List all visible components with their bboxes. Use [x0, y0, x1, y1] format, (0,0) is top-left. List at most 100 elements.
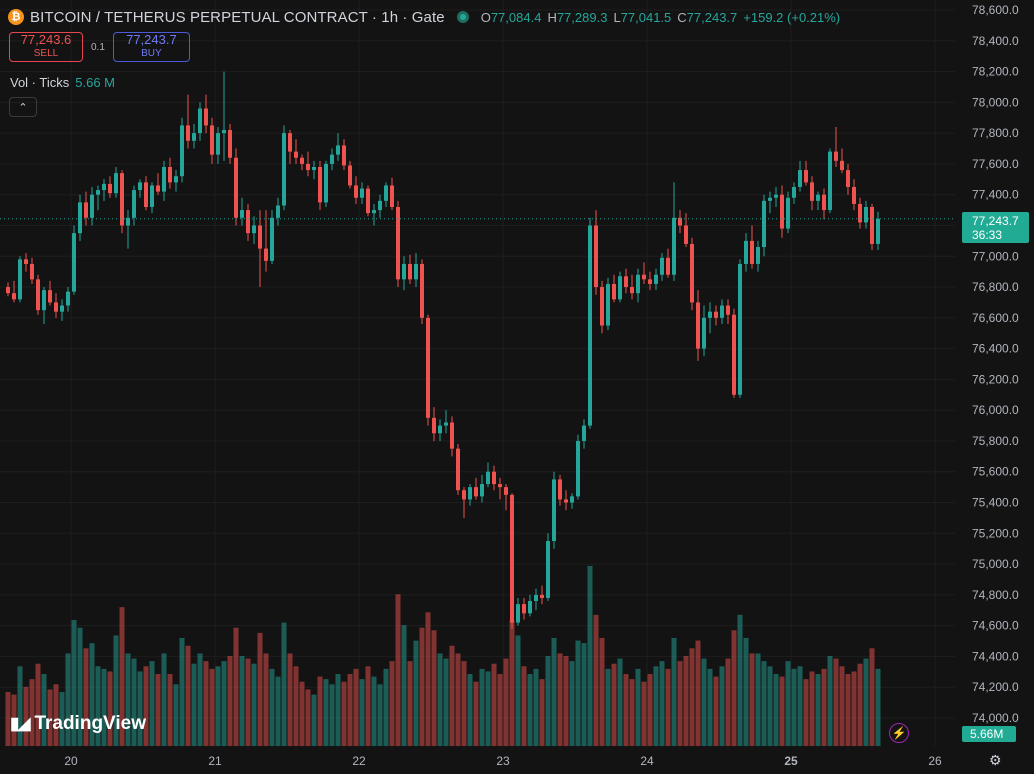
- volume-bar: [737, 614, 743, 746]
- candle-body: [474, 487, 478, 497]
- candle-body: [144, 182, 148, 208]
- sell-button[interactable]: 77,243.6 SELL: [9, 32, 83, 62]
- close-key: C: [677, 9, 687, 25]
- candle-body: [96, 190, 100, 195]
- volume-bar: [701, 658, 707, 746]
- open-key: O: [480, 9, 491, 25]
- candle-body: [366, 188, 370, 214]
- candle-body: [828, 151, 832, 211]
- volume-bar: [713, 676, 719, 746]
- candle-body: [462, 490, 466, 500]
- buy-button[interactable]: 77,243.7 BUY: [112, 32, 190, 62]
- candle-body: [378, 200, 382, 211]
- volume-value-tag: 5.66M: [962, 726, 1016, 742]
- volume-bar: [383, 668, 389, 746]
- candle-body: [276, 205, 280, 218]
- volume-bar: [377, 684, 383, 746]
- candle-body: [468, 487, 472, 500]
- volume-bar: [419, 627, 425, 746]
- time-axis: 20 21 22 23 24 25 26: [64, 754, 942, 768]
- candle-body: [810, 182, 814, 201]
- candle-body: [516, 604, 520, 623]
- candle-body: [834, 151, 838, 161]
- volume-bar: [389, 661, 395, 746]
- volume-bar: [743, 638, 749, 746]
- volume-bar: [239, 656, 245, 746]
- candle-body: [528, 601, 532, 614]
- volume-bar: [581, 643, 587, 746]
- candle-body: [66, 291, 70, 306]
- candle-body: [408, 263, 412, 280]
- candle-body: [726, 305, 730, 315]
- candle-body: [246, 210, 250, 234]
- price-tick-label: 75,600.0: [972, 465, 1019, 479]
- volume-bar: [635, 668, 641, 746]
- volume-bar: [473, 681, 479, 746]
- volume-bar: [335, 674, 341, 746]
- chevron-up-icon: ⌃: [18, 101, 28, 114]
- volume-bar: [785, 661, 791, 746]
- volume-bar: [431, 630, 437, 746]
- candle-body: [84, 202, 88, 218]
- price-tick-label: 75,800.0: [972, 434, 1019, 448]
- collapse-legend-button[interactable]: ⌃: [9, 97, 37, 117]
- candle-body: [270, 217, 274, 261]
- volume-bar: [845, 674, 851, 746]
- candle-body: [696, 302, 700, 349]
- volume-bar: [413, 640, 419, 746]
- candle-body: [522, 604, 526, 614]
- candle-body: [714, 311, 718, 318]
- high-key: H: [547, 9, 557, 25]
- volume-bar: [101, 668, 107, 746]
- candle-body: [414, 263, 418, 280]
- volume-bar: [515, 635, 521, 746]
- settings-gear-icon[interactable]: ⚙: [989, 752, 1002, 768]
- candle-body: [768, 197, 772, 201]
- candle-body: [360, 188, 364, 198]
- candle-body: [186, 125, 190, 141]
- volume-bar: [665, 668, 671, 746]
- volume-bar: [731, 630, 737, 746]
- volume-bar: [227, 656, 233, 746]
- volume-bar: [371, 676, 377, 746]
- chart-grid: [0, 0, 955, 746]
- volume-bar: [707, 668, 713, 746]
- tradingview-logo[interactable]: ▮◢ TradingView: [10, 713, 146, 735]
- volume-bar: [41, 674, 47, 746]
- volume-bar: [53, 684, 59, 746]
- volume-legend[interactable]: Vol · Ticks 5.66 M: [10, 75, 115, 90]
- symbol-title[interactable]: BITCOIN / TETHERUS PERPETUAL CONTRACT · …: [30, 8, 445, 26]
- candle-body: [732, 314, 736, 395]
- volume-bar: [233, 627, 239, 746]
- volume-bars: [5, 566, 881, 746]
- buy-price: 77,243.7: [126, 32, 177, 47]
- volume-bar: [437, 653, 443, 746]
- volume-bar: [779, 676, 785, 746]
- volume-bar: [449, 645, 455, 746]
- price-tick-label: 74,800.0: [972, 588, 1019, 602]
- volume-legend-value: 5.66 M: [75, 75, 115, 90]
- candle-body: [426, 317, 430, 418]
- volume-bar: [119, 607, 125, 746]
- volume-bar: [833, 658, 839, 746]
- volume-bar: [167, 674, 173, 746]
- volume-bar: [407, 661, 413, 746]
- volume-bar: [359, 679, 365, 746]
- candle-body: [78, 202, 82, 234]
- volume-bar: [857, 663, 863, 746]
- candle-body: [282, 133, 286, 206]
- candle-body: [552, 479, 556, 541]
- last-price-tag: 77,243.7 36:33: [962, 212, 1029, 243]
- low-value: 77,041.5: [620, 9, 672, 25]
- volume-bar: [71, 620, 77, 746]
- lightning-icon[interactable]: ⚡: [889, 723, 909, 743]
- volume-bar: [467, 674, 473, 746]
- candle-body: [570, 496, 574, 503]
- candle-body: [42, 290, 46, 311]
- close-value: 77,243.7: [686, 9, 738, 25]
- candle-body: [72, 233, 76, 292]
- candle-body: [858, 203, 862, 223]
- volume-bar: [23, 686, 29, 746]
- volume-bar: [551, 638, 557, 746]
